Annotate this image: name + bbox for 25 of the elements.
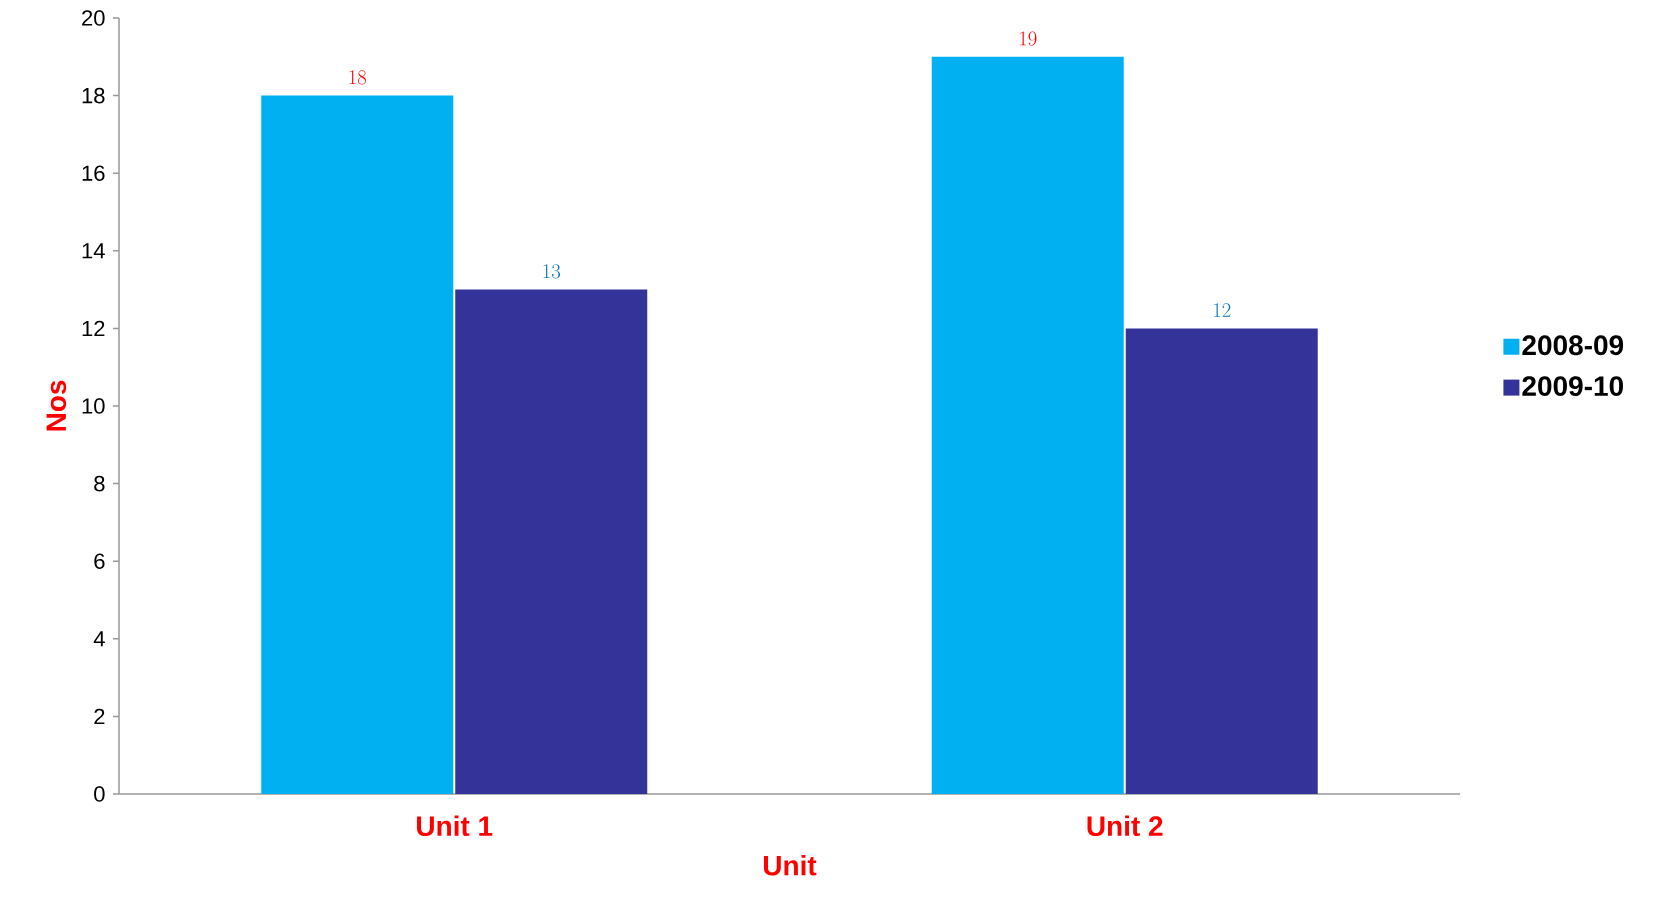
y-axis-title: Nos xyxy=(46,380,67,431)
data-label: 19 xyxy=(1020,31,1037,46)
y-tick-label: 14 xyxy=(82,243,105,259)
y-tick-label: 8 xyxy=(94,475,105,492)
x-axis-title: Unit xyxy=(763,854,817,876)
y-tick-label: 0 xyxy=(94,786,105,802)
y-tick-label: 12 xyxy=(82,320,105,337)
data-label: 18 xyxy=(349,70,367,85)
y-tick-label: 16 xyxy=(82,165,105,181)
x-tick-label: Unit 2 xyxy=(1087,815,1163,837)
legend-label: 2008-09 xyxy=(1522,335,1624,356)
bar xyxy=(455,289,648,794)
y-tick-label: 6 xyxy=(94,553,105,569)
bar xyxy=(261,95,454,794)
legend-label: 2009-10 xyxy=(1522,376,1623,396)
x-tick-label: Unit 1 xyxy=(417,815,493,837)
y-tick-label: 10 xyxy=(82,398,105,414)
data-label: 13 xyxy=(543,264,561,279)
y-tick-label: 20 xyxy=(82,10,105,26)
data-label: 12 xyxy=(1214,303,1231,317)
bar xyxy=(931,56,1124,794)
y-tick-label: 4 xyxy=(93,631,105,647)
y-tick-label: 2 xyxy=(94,708,105,725)
y-tick-label: 18 xyxy=(82,87,105,104)
bar xyxy=(1125,328,1318,794)
